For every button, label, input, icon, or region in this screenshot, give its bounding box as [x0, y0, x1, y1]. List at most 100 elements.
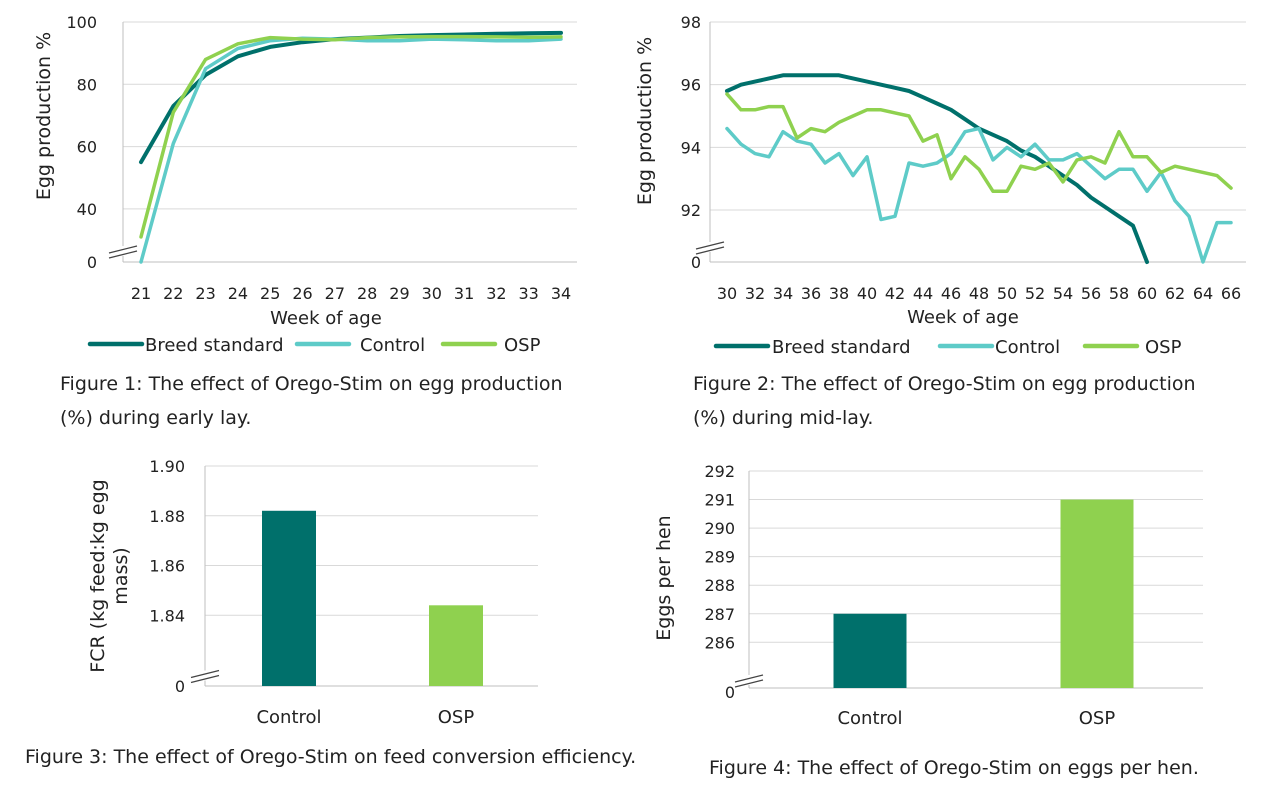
fig2-x-tick-label: 66 [1221, 284, 1241, 303]
fig2-x-axis-label: Week of age [907, 307, 1019, 328]
fig1-axes: 0 40 60 80 100 [66, 13, 577, 272]
fig1-y-tick-label: 80 [77, 75, 97, 94]
figure-2-caption-line-2: (%) during mid-lay. [693, 407, 874, 429]
fig4-y-tick-label: 289 [704, 548, 735, 567]
fig4-category-label: OSP [1079, 708, 1116, 729]
fig2-x-tick-label: 46 [941, 284, 961, 303]
figure-4-caption: Figure 4: The effect of Orego-Stim on eg… [709, 751, 1199, 785]
fig4-y-tick-label: 291 [704, 491, 735, 510]
fig4-y-tick-label: 290 [704, 519, 735, 538]
fig1-series-line-breed-standard [139, 30, 563, 165]
figure-2-caption: Figure 2: The effect of Orego-Stim on eg… [693, 367, 1196, 435]
fig3-axis-break-icon [190, 669, 220, 684]
fig2-x-tick-label: 36 [801, 284, 821, 303]
fig1-y-tick-label: 40 [77, 200, 97, 219]
fig2-x-tick-label: 64 [1193, 284, 1213, 303]
figure-3-caption: Figure 3: The effect of Orego-Stim on fe… [25, 740, 636, 774]
fig3-y-axis-label-line: mass) [110, 547, 132, 604]
fig2-x-tick-label: 40 [857, 284, 877, 303]
fig2-x-tick-label: 52 [1025, 284, 1045, 303]
fig1-y-axis-label: Egg production % [33, 32, 55, 200]
fig2-y-tick-label: 94 [681, 138, 701, 157]
fig3-y-tick-label: 1.90 [149, 457, 185, 476]
fig3-category-label: OSP [438, 707, 475, 728]
fig2-legend-label: OSP [1145, 337, 1182, 358]
fig3-bar-osp [429, 605, 483, 686]
fig1-legend-label: Breed standard [145, 335, 284, 356]
fig2-x-tick-label: 44 [913, 284, 933, 303]
fig2-x-tick-label: 30 [717, 284, 737, 303]
fig1-legend-label: OSP [504, 335, 541, 356]
fig2-legend-label: Control [995, 337, 1060, 358]
figure-2-caption-line-1: Figure 2: The effect of Orego-Stim on eg… [693, 373, 1196, 395]
figure-1-caption: Figure 1: The effect of Orego-Stim on eg… [60, 367, 563, 435]
fig1-x-tick-label: 27 [325, 284, 345, 303]
fig3-y-tick-label: 1.88 [149, 507, 185, 526]
fig2-x-tick-label: 38 [829, 284, 849, 303]
figure-1-caption-line-1: Figure 1: The effect of Orego-Stim on eg… [60, 373, 563, 395]
fig1-x-tick-label: 21 [131, 284, 151, 303]
fig3-axes: 0 1.84 1.86 1.88 1.90 [149, 457, 538, 696]
fig2-y-tick-label: 92 [681, 201, 701, 220]
fig1-series-line-control [139, 36, 563, 264]
fig2-x-tick-label: 62 [1165, 284, 1185, 303]
fig1-x-tick-label: 25 [260, 284, 280, 303]
fig3-bar-control [262, 510, 316, 686]
fig2-x-tick-label: 48 [969, 284, 989, 303]
fig1-x-tick-label: 31 [454, 284, 474, 303]
fig2-y-tick-label: 98 [681, 13, 701, 32]
fig3-y-tick-label: 1.86 [149, 557, 185, 576]
fig1-y-tick-label: 0 [87, 253, 97, 272]
fig1-legend-label: Control [360, 335, 425, 356]
fig1-legend: Breed standard Control OSP [87, 335, 541, 356]
fig4-y-tick-label: 0 [725, 683, 735, 702]
fig2-x-tick-label: 56 [1081, 284, 1101, 303]
fig1-x-tick-label: 22 [163, 284, 183, 303]
fig4-y-tick-label: 286 [704, 633, 735, 652]
fig2-series-line-breed-standard [725, 73, 1149, 264]
fig4-y-axis-label-line: Eggs per hen [653, 515, 675, 640]
fig1-y-tick-label: 60 [77, 138, 97, 157]
fig1-axis-break-icon [108, 245, 138, 259]
fig1-x-tick-label: 28 [357, 284, 377, 303]
fig2-y-tick-label: 96 [681, 76, 701, 95]
fig1-x-tick-label: 29 [389, 284, 409, 303]
fig2-x-tick-label: 34 [773, 284, 793, 303]
fig1-x-tick-label: 30 [422, 284, 442, 303]
figure-3-caption-line-1: Figure 3: The effect of Orego-Stim on fe… [25, 746, 637, 768]
fig2-x-tick-label: 58 [1109, 284, 1129, 303]
fig1-x-tick-label: 34 [551, 284, 571, 303]
fig2-axis-break-icon [695, 241, 725, 255]
fig2-x-tick-label: 32 [745, 284, 765, 303]
fig2-x-tick-label: 54 [1053, 284, 1073, 303]
fig2-y-axis-label: Egg production % [634, 37, 656, 205]
fig3-y-tick-label: 0 [175, 677, 185, 696]
fig2-x-tick-label: 60 [1137, 284, 1157, 303]
fig3-y-axis-label: FCR (kg feed:kg eggmass) [87, 479, 132, 672]
figure-4-caption-line-1: Figure 4: The effect of Orego-Stim on eg… [709, 757, 1199, 779]
figure-1-caption-line-2: (%) during early lay. [60, 407, 252, 429]
fig2-x-tick-label: 42 [885, 284, 905, 303]
fig4-category-label: Control [837, 708, 902, 729]
fig1-x-tick-label: 32 [486, 284, 506, 303]
fig1-y-tick-label: 100 [66, 13, 97, 32]
fig4-bar-osp [1060, 499, 1134, 688]
fig1-x-tick-label: 33 [519, 284, 539, 303]
fig2-y-tick-label: 0 [691, 253, 701, 272]
fig4-y-tick-label: 288 [704, 576, 735, 595]
fig3-y-axis-label-line: FCR (kg feed:kg egg [87, 479, 109, 672]
fig4-bar-control [833, 613, 907, 688]
fig1-x-tick-label: 24 [228, 284, 248, 303]
fig2-y-axis-label-line: Egg production % [634, 37, 656, 205]
fig1-x-tick-label: 23 [195, 284, 215, 303]
fig2-legend: Breed standard Control OSP [713, 337, 1182, 358]
fig3-category-label: Control [256, 707, 321, 728]
fig1-y-axis-label-line: Egg production % [33, 32, 55, 200]
fig2-series-line-osp [725, 92, 1233, 194]
fig2-legend-label: Breed standard [772, 337, 911, 358]
fig3-y-tick-label: 1.84 [149, 606, 185, 625]
fig4-axis-break-icon [734, 674, 764, 688]
fig1-series-line-osp [139, 34, 563, 239]
fig1-x-tick-label: 26 [292, 284, 312, 303]
